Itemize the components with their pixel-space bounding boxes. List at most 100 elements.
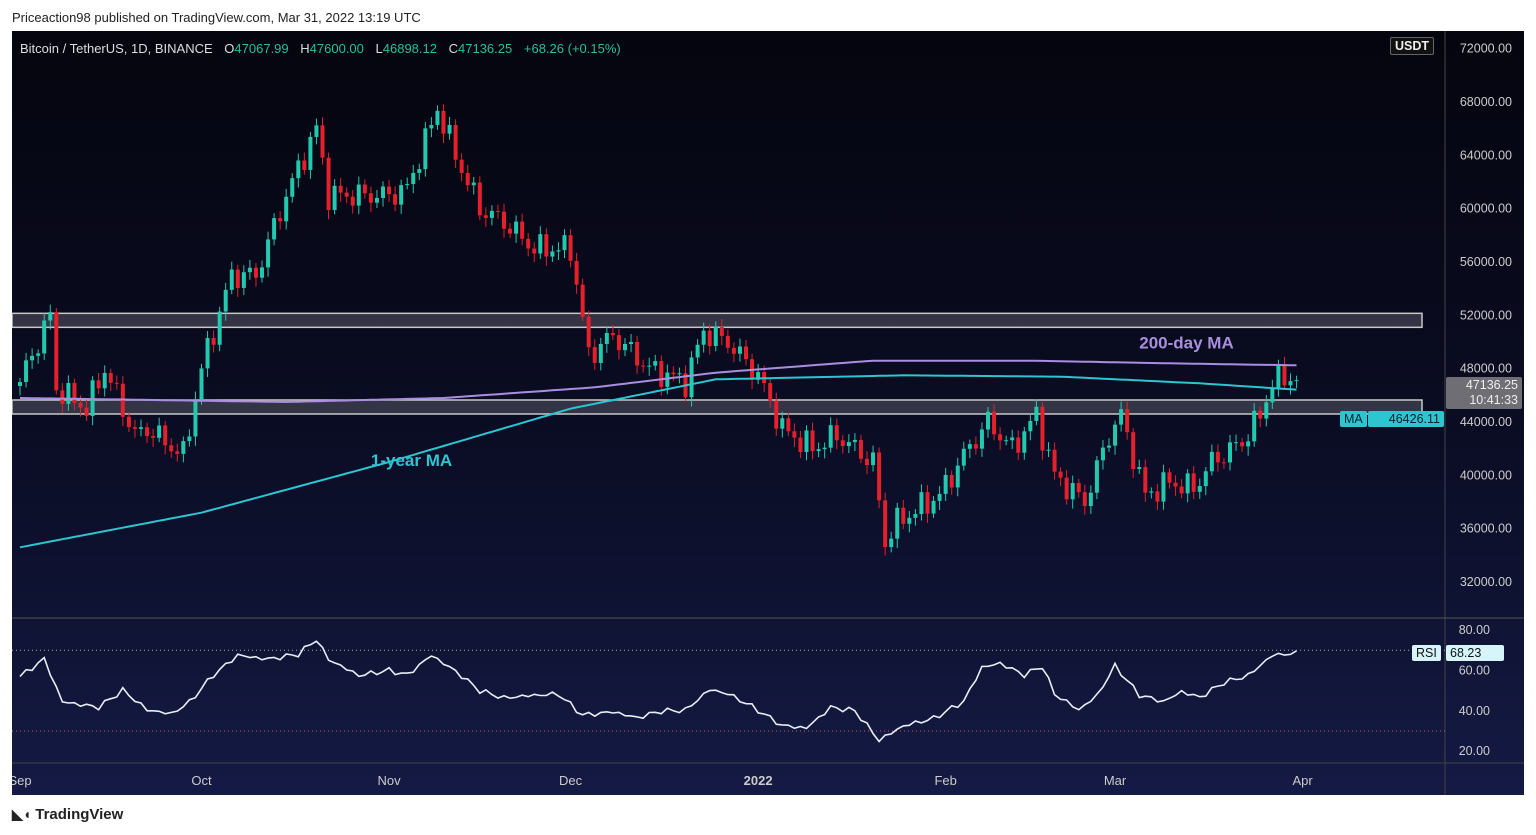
candle-body <box>538 234 543 254</box>
candle-body <box>701 330 706 345</box>
price-tick-label: 48000.00 <box>1460 362 1512 376</box>
symbol-name: Bitcoin / TetherUS, 1D, BINANCE <box>20 41 213 56</box>
candle-body <box>1028 420 1033 432</box>
candle-body <box>641 365 646 367</box>
candle-body <box>284 196 289 222</box>
candle-body <box>1246 441 1251 447</box>
candle-body <box>435 110 440 125</box>
candle-body <box>108 372 113 383</box>
time-tick-label: Feb <box>934 773 956 788</box>
time-tick-label: 2022 <box>744 773 773 788</box>
rsi-value-tag: 68.23 <box>1446 645 1504 661</box>
candle-body <box>604 333 609 344</box>
candle-body <box>350 196 355 206</box>
candle-body <box>241 272 246 288</box>
candle-body <box>979 429 984 449</box>
tradingview-logo[interactable]: ◣◖ TradingView <box>12 806 123 823</box>
candle-body <box>931 500 936 514</box>
rsi-label-tag: RSI <box>1412 645 1441 661</box>
candle-body <box>1191 473 1196 492</box>
ma-annotation: 200-day MA <box>1139 334 1233 353</box>
candle-body <box>967 444 972 449</box>
candle-body <box>635 342 640 366</box>
candle-body <box>368 193 373 203</box>
candle-body <box>568 235 573 261</box>
candle-body <box>1203 471 1208 487</box>
candle-body <box>102 372 107 389</box>
candle-body <box>955 465 960 488</box>
candle-body <box>36 353 41 356</box>
candle-body <box>1143 467 1148 493</box>
candle-body <box>689 357 694 398</box>
candle-body <box>163 425 168 446</box>
low-value: 46898.12 <box>382 41 437 56</box>
candle-body <box>1258 410 1263 419</box>
candle-body <box>659 361 664 387</box>
candle-body <box>1215 451 1220 463</box>
candle-body <box>278 218 283 222</box>
candle-body <box>1270 387 1275 403</box>
candle-body <box>157 425 162 438</box>
candle-body <box>1058 471 1063 478</box>
chart-container[interactable]: 72000.00 68000.00 64000.00 60000.00 56000.00… <box>12 31 1524 795</box>
candle-body <box>949 474 954 488</box>
candle-body <box>998 434 1003 441</box>
price-tick-label: 44000.00 <box>1460 415 1512 429</box>
candle-body <box>647 365 652 367</box>
rsi-tick-label: 80.00 <box>1459 623 1490 637</box>
candle-body <box>247 267 252 273</box>
rsi-tick-label: 40.00 <box>1459 704 1490 718</box>
candle-body <box>1179 486 1184 494</box>
candle-body <box>217 311 222 345</box>
candle-body <box>235 269 240 288</box>
candle-body <box>18 381 22 386</box>
candle-body <box>1234 442 1239 444</box>
candle-body <box>66 382 71 404</box>
candle-body <box>169 445 174 452</box>
time-tick-label: Oct <box>191 773 212 788</box>
candle-body <box>54 312 59 391</box>
close-label: C <box>448 41 459 56</box>
candle-body <box>610 333 615 336</box>
candle-body <box>1076 483 1081 493</box>
candle-body <box>1052 449 1057 472</box>
candle-body <box>1167 472 1172 483</box>
candle-body <box>356 184 361 206</box>
candle-body <box>1082 492 1087 507</box>
candle-body <box>453 124 458 160</box>
candle-body <box>1046 449 1051 451</box>
candle-body <box>828 425 833 448</box>
candle-body <box>381 186 385 198</box>
candle-body <box>96 380 101 389</box>
candle-body <box>653 361 658 366</box>
candle-body <box>1276 364 1281 388</box>
candle-body <box>489 210 494 218</box>
candle-body <box>774 400 779 429</box>
candle-body <box>961 448 966 466</box>
candle-body <box>332 185 337 211</box>
candle-body <box>151 436 156 438</box>
candle-body <box>623 343 627 351</box>
rsi-tick-label: 60.00 <box>1459 663 1490 677</box>
candle-body <box>1022 431 1027 453</box>
price-tick-label: 56000.00 <box>1460 255 1512 269</box>
candle-body <box>72 382 77 403</box>
candle-body <box>1252 410 1257 442</box>
candle-body <box>211 338 216 345</box>
currency-badge[interactable]: USDT <box>1390 37 1435 55</box>
candle-body <box>78 402 83 408</box>
candle-body <box>798 437 803 453</box>
time-tick-label: Apr <box>1292 773 1313 788</box>
time-tick-label: Dec <box>559 773 583 788</box>
ma-1-year-line <box>19 374 1297 549</box>
candle-body <box>495 210 500 212</box>
symbol-legend: Bitcoin / TetherUS, 1D, BINANCE O47067.9… <box>20 41 621 56</box>
candle-body <box>786 418 791 432</box>
candle-body <box>465 172 470 186</box>
candle-body <box>1131 432 1136 470</box>
chart-canvas[interactable]: 72000.00 68000.00 64000.00 60000.00 56000.00… <box>12 31 1524 795</box>
candle-body <box>326 157 331 211</box>
candle-body <box>889 538 894 547</box>
candle-body <box>1004 440 1009 442</box>
candle-body <box>1137 467 1142 470</box>
